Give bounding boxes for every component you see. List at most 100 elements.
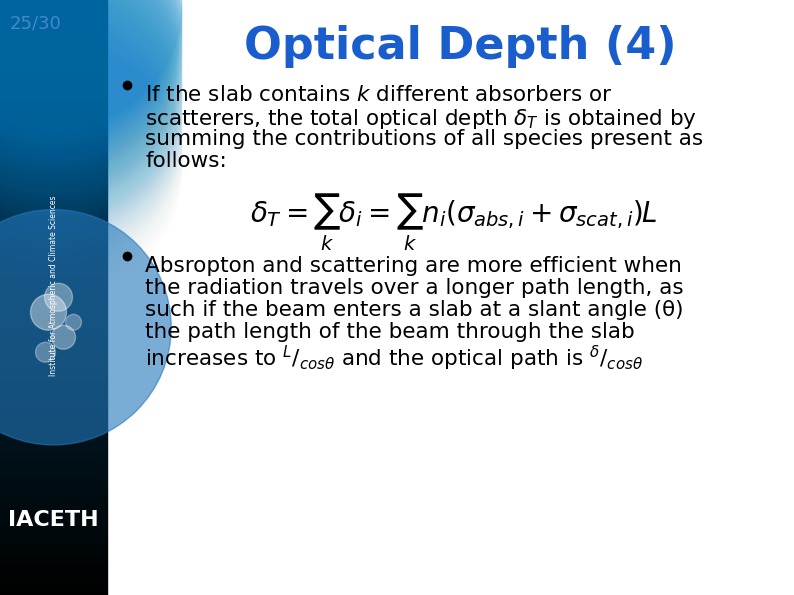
Bar xyxy=(0,247,107,250)
Bar xyxy=(0,98,107,101)
Bar xyxy=(0,92,107,95)
Bar xyxy=(0,292,107,295)
Bar xyxy=(0,494,107,497)
Bar xyxy=(0,452,107,455)
Bar xyxy=(0,345,107,348)
Text: $\delta_T = \sum_k \delta_i = \sum_k n_i(\sigma_{abs,i} + \sigma_{scat,i})L$: $\delta_T = \sum_k \delta_i = \sum_k n_i… xyxy=(250,191,657,253)
Bar xyxy=(0,524,107,527)
Bar xyxy=(0,321,107,324)
Bar xyxy=(0,553,107,556)
Bar xyxy=(0,378,107,381)
Bar xyxy=(0,167,107,170)
Bar xyxy=(0,333,107,336)
Bar xyxy=(0,509,107,512)
Bar xyxy=(0,518,107,521)
Bar xyxy=(0,101,107,104)
Bar xyxy=(0,39,107,42)
Bar xyxy=(0,360,107,363)
Bar xyxy=(0,298,107,300)
Bar xyxy=(0,411,107,414)
Bar xyxy=(0,259,107,262)
Bar xyxy=(0,223,107,226)
Bar xyxy=(0,6,107,9)
Circle shape xyxy=(36,342,56,362)
Bar xyxy=(0,419,107,422)
Bar xyxy=(0,110,107,113)
Bar xyxy=(0,580,107,583)
Bar xyxy=(0,57,107,60)
Bar xyxy=(0,164,107,167)
Bar xyxy=(0,3,107,6)
Bar xyxy=(0,574,107,577)
Bar xyxy=(0,12,107,15)
Bar xyxy=(0,211,107,214)
Bar xyxy=(0,116,107,119)
Bar xyxy=(0,60,107,62)
Bar xyxy=(0,113,107,116)
Bar xyxy=(0,381,107,384)
Bar xyxy=(0,339,107,342)
Bar xyxy=(0,541,107,544)
Bar xyxy=(0,536,107,538)
Bar xyxy=(0,95,107,98)
Bar xyxy=(0,220,107,223)
Bar xyxy=(0,446,107,449)
Bar xyxy=(0,467,107,470)
Bar xyxy=(0,48,107,51)
Bar xyxy=(0,54,107,57)
Bar xyxy=(0,226,107,229)
Bar xyxy=(0,62,107,65)
Bar xyxy=(0,393,107,396)
Bar xyxy=(0,283,107,286)
Text: IACETH: IACETH xyxy=(8,510,98,530)
Bar xyxy=(0,134,107,137)
Bar xyxy=(0,422,107,425)
Bar xyxy=(0,530,107,533)
Bar xyxy=(0,562,107,565)
Bar xyxy=(0,503,107,506)
Bar xyxy=(0,547,107,550)
Bar xyxy=(0,208,107,211)
Bar xyxy=(0,396,107,399)
Bar xyxy=(0,205,107,208)
Bar xyxy=(0,74,107,77)
Bar xyxy=(0,479,107,482)
Bar xyxy=(0,399,107,402)
Bar xyxy=(0,21,107,24)
Bar xyxy=(0,449,107,452)
Bar xyxy=(0,306,107,309)
Bar xyxy=(0,500,107,503)
Bar xyxy=(0,146,107,149)
Bar xyxy=(0,89,107,92)
Bar xyxy=(0,342,107,345)
Bar xyxy=(0,244,107,247)
Bar xyxy=(0,556,107,559)
Bar xyxy=(0,538,107,541)
Bar xyxy=(0,152,107,155)
Bar xyxy=(0,80,107,83)
Bar xyxy=(0,455,107,458)
Bar xyxy=(0,122,107,125)
Bar xyxy=(0,104,107,107)
Bar xyxy=(0,137,107,140)
Bar xyxy=(0,583,107,586)
Bar xyxy=(0,414,107,416)
Bar xyxy=(0,187,107,190)
Bar xyxy=(0,369,107,372)
Bar xyxy=(0,238,107,241)
Bar xyxy=(0,351,107,354)
Bar xyxy=(0,527,107,530)
Bar xyxy=(0,550,107,553)
Bar xyxy=(0,559,107,562)
Bar xyxy=(0,280,107,283)
Bar xyxy=(0,161,107,164)
Text: Institute for Atmospheric and Climate Sciences: Institute for Atmospheric and Climate Sc… xyxy=(49,195,58,376)
Text: If the slab contains $k$ different absorbers or: If the slab contains $k$ different absor… xyxy=(145,85,612,105)
Bar xyxy=(0,149,107,152)
Bar xyxy=(0,232,107,235)
Bar xyxy=(0,357,107,360)
Bar xyxy=(0,173,107,176)
Text: scatterers, the total optical depth $\delta_T$ is obtained by: scatterers, the total optical depth $\de… xyxy=(145,107,697,131)
Bar xyxy=(0,140,107,143)
Bar xyxy=(0,348,107,351)
